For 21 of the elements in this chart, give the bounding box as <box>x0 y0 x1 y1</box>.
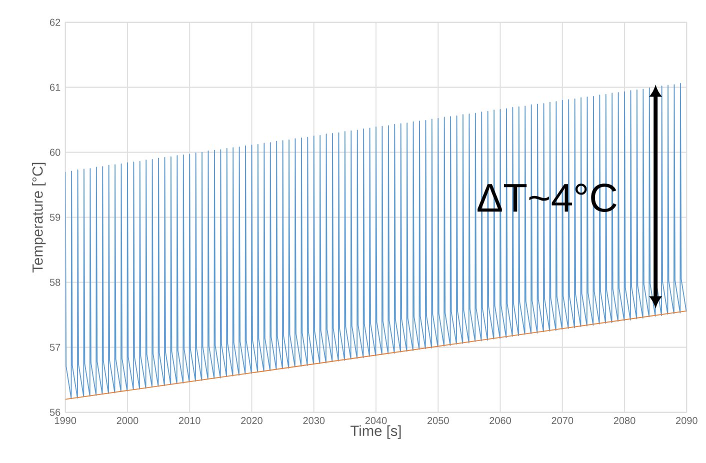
y-tick-label: 62 <box>50 18 60 26</box>
y-tick-label: 57 <box>50 344 60 351</box>
x-tick-label: 2060 <box>490 417 511 424</box>
y-tick-label: 58 <box>50 278 60 286</box>
x-tick-label: 2020 <box>241 417 262 424</box>
x-tick-label: 1990 <box>54 417 76 424</box>
x-tick-label: 2030 <box>303 417 325 424</box>
x-tick-label: 2080 <box>614 417 636 424</box>
line-series <box>65 82 687 400</box>
x-tick-label: 2090 <box>676 417 698 424</box>
y-tick-label: 56 <box>50 408 60 416</box>
x-axis-title: Time [s] <box>350 425 401 439</box>
y-tick-label: 60 <box>50 148 60 156</box>
y-tick-label: 59 <box>50 214 60 221</box>
y-axis-title: Temperature [°C] <box>32 162 46 272</box>
x-tick-label: 2050 <box>428 417 449 424</box>
x-tick-label: 2000 <box>116 417 138 424</box>
x-tick-label: 2010 <box>178 417 200 424</box>
x-tick-label: 2040 <box>365 417 387 424</box>
x-tick-label: 2070 <box>552 417 574 424</box>
y-tick-label: 61 <box>50 84 60 91</box>
